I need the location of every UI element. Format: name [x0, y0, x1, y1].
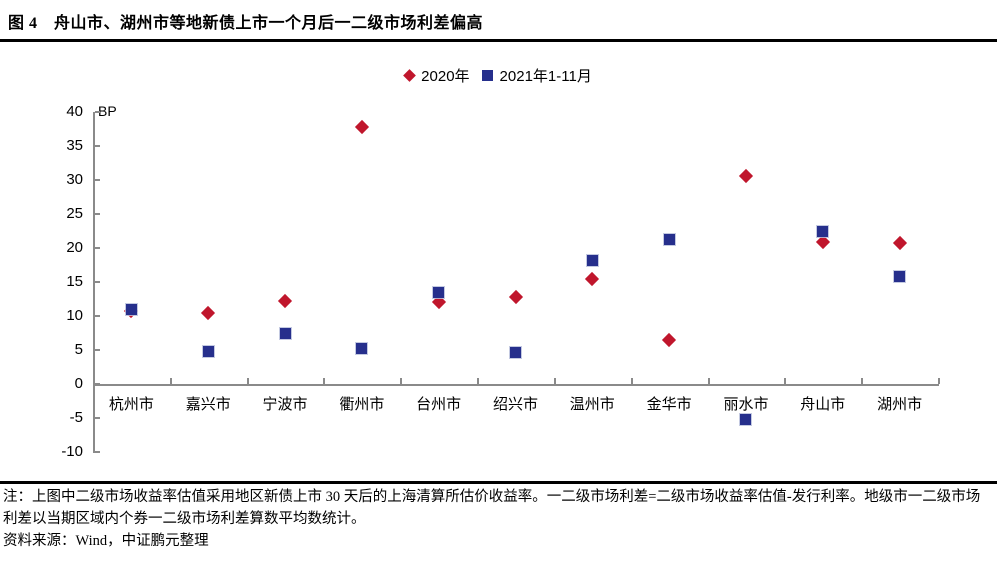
- y-axis-tick: [95, 247, 100, 249]
- x-axis-tick: [938, 378, 940, 384]
- y-axis-tick: [95, 111, 100, 113]
- category-label: 宁波市: [262, 396, 308, 413]
- data-point-2021-嘉兴市: [202, 345, 214, 357]
- top-divider: [0, 39, 997, 42]
- source-text: 资料来源：Wind，中证鹏元整理: [3, 533, 209, 549]
- data-point-2020-丽水市: [738, 168, 754, 183]
- figure-title: 图 4 舟山市、湖州市等地新债上市一个月后一二级市场利差偏高: [8, 15, 484, 32]
- legend-item-2021: 2021年1-11月: [481, 65, 592, 86]
- y-axis-label: -5: [69, 409, 83, 426]
- y-axis-tick: [95, 417, 100, 419]
- y-axis-label: 40: [66, 103, 83, 120]
- data-point-2020-温州市: [585, 271, 600, 286]
- y-axis-tick: [95, 281, 100, 283]
- data-point-2020-金华市: [662, 333, 677, 348]
- y-axis-tick: [95, 383, 100, 385]
- y-axis-tick: [95, 179, 100, 181]
- category-label: 杭州市: [108, 396, 154, 413]
- y-axis-label: 25: [66, 205, 83, 222]
- diamond-icon: [403, 68, 417, 82]
- legend-label-2020: 2020年: [421, 67, 470, 85]
- category-label: 丽水市: [723, 396, 769, 413]
- y-axis-label: 30: [66, 171, 83, 188]
- y-axis-label: -10: [61, 443, 83, 460]
- y-axis-tick: [95, 315, 100, 317]
- data-point-2020-绍兴市: [508, 289, 523, 305]
- category-label: 衢州市: [339, 396, 385, 413]
- legend-item-2020: 2020年: [403, 65, 470, 86]
- y-axis-tick: [95, 349, 100, 351]
- category-label: 湖州市: [877, 396, 923, 413]
- category-label: 台州市: [416, 396, 462, 413]
- x-axis-tick: [93, 378, 95, 384]
- x-axis-tick: [553, 378, 556, 384]
- plot-area: BP 40 35 30 25 20 15 10 5 0 -5 -10 杭州市 嘉兴市 宁波市 衢州市 台州市 绍…: [61, 103, 940, 460]
- y-axis-tick: [95, 213, 100, 215]
- x-axis-tick: [707, 378, 710, 384]
- y-axis-line: [93, 112, 95, 453]
- category-label: 金华市: [646, 396, 692, 413]
- x-axis-zero-line: [93, 384, 939, 386]
- y-axis-label: 0: [74, 375, 83, 392]
- data-point-2020-湖州市: [892, 236, 907, 251]
- bottom-divider: [0, 481, 997, 484]
- y-axis-label: 20: [66, 239, 83, 256]
- y-axis-tick: [95, 145, 100, 147]
- data-point-2021-金华市: [663, 234, 675, 246]
- data-point-2021-宁波市: [279, 328, 291, 340]
- x-axis-tick: [784, 378, 787, 384]
- x-axis-tick: [630, 378, 633, 384]
- data-point-2020-宁波市: [277, 293, 293, 309]
- square-icon: [481, 69, 493, 81]
- category-label: 舟山市: [800, 396, 846, 413]
- data-point-2021-杭州市: [125, 304, 137, 316]
- x-axis-tick: [861, 378, 864, 384]
- data-point-2021-台州市: [433, 287, 445, 299]
- x-axis-tick: [477, 378, 480, 384]
- data-point-2021-温州市: [586, 255, 598, 267]
- y-axis-label: 10: [66, 307, 83, 324]
- data-point-2021-舟山市: [817, 226, 829, 238]
- data-point-2021-湖州市: [894, 271, 906, 283]
- category-label: 绍兴市: [492, 396, 538, 413]
- category-label: 温州市: [569, 396, 615, 413]
- x-axis-tick: [400, 378, 403, 384]
- note-text: 注：上图中二级市场收益率估值采用地区新债上市 30 天后的上海清算所估价收益率。…: [3, 489, 981, 527]
- chart-legend: 2020年 2021年1-11月: [0, 65, 997, 85]
- data-point-2021-绍兴市: [510, 346, 521, 358]
- data-point-2021-衢州市: [356, 343, 368, 355]
- y-axis-label: 15: [66, 273, 83, 290]
- x-axis-tick: [246, 378, 249, 384]
- category-label: 嘉兴市: [185, 396, 231, 413]
- y-axis-unit-label: BP: [98, 103, 117, 119]
- y-axis-label: 5: [74, 341, 83, 358]
- data-point-2020-衢州市: [354, 119, 369, 135]
- y-axis-tick: [95, 451, 100, 453]
- data-point-2021-丽水市: [740, 413, 752, 425]
- data-point-2020-嘉兴市: [201, 305, 216, 320]
- x-axis-tick: [169, 378, 172, 384]
- legend-label-2021: 2021年1-11月: [499, 67, 592, 85]
- x-axis-tick: [323, 378, 326, 384]
- y-axis-label: 35: [66, 137, 83, 154]
